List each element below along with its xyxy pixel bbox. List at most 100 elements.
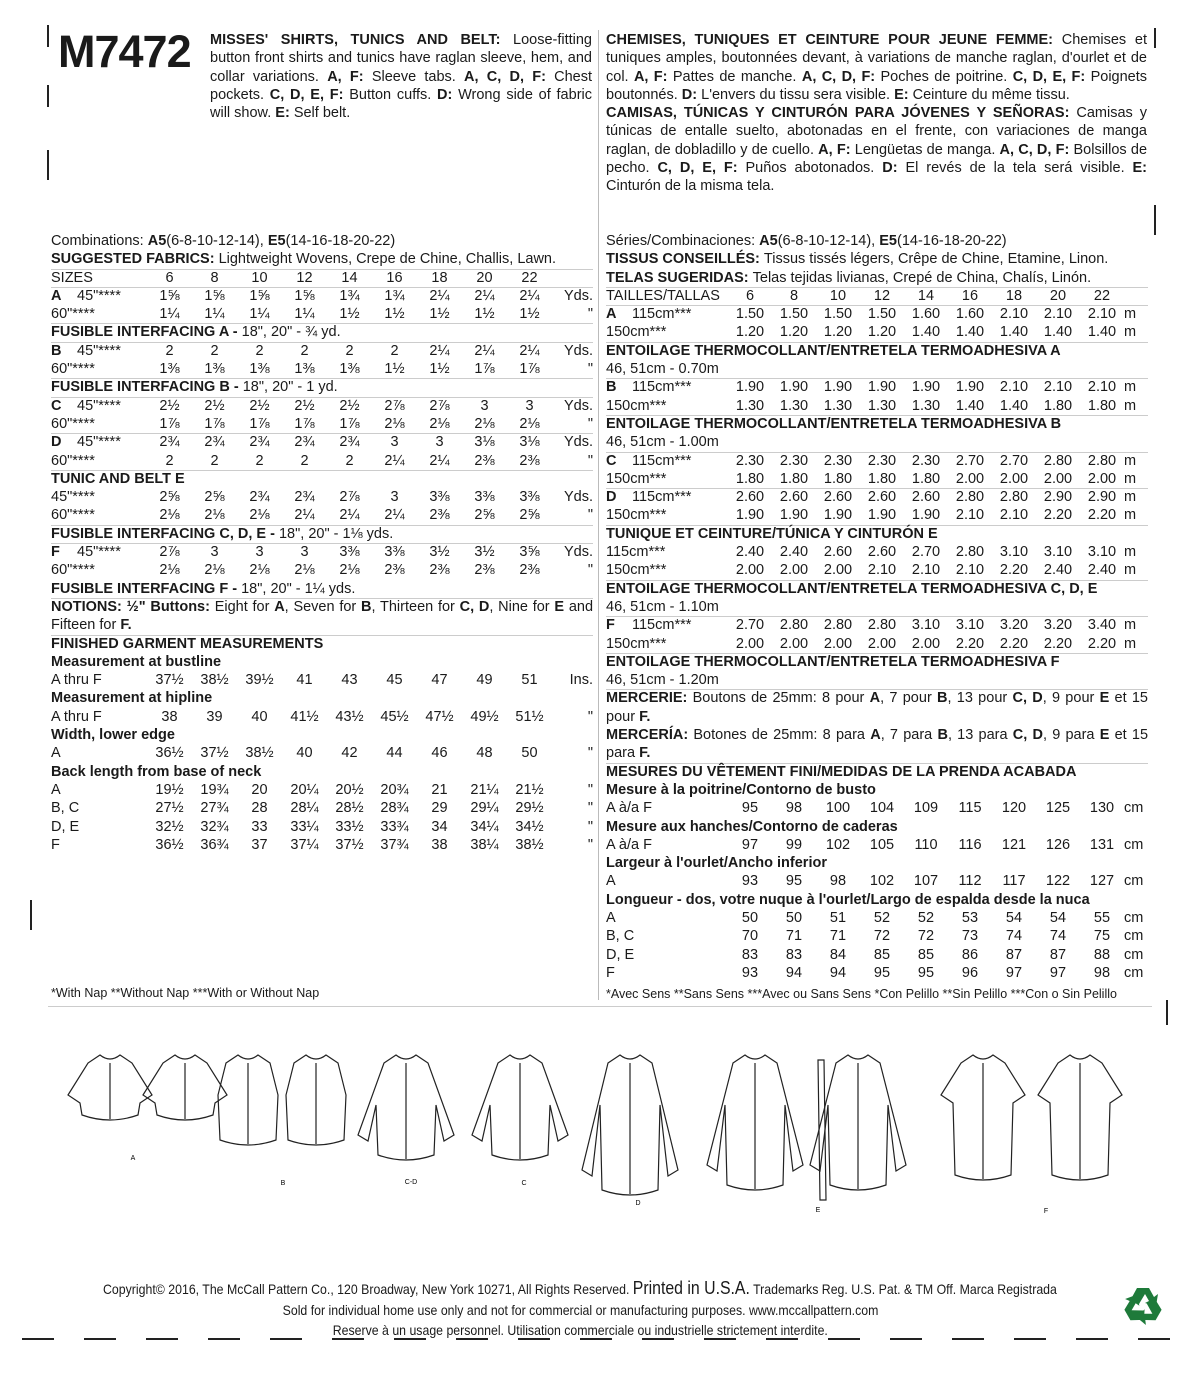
table-cell: 1½: [384, 361, 405, 378]
table-cell: 2⅜: [429, 562, 450, 579]
table-cell: 2⅜: [519, 562, 540, 579]
section-divider: [48, 1006, 1152, 1007]
fabric-width: TAILLES/TALLAS: [606, 287, 720, 304]
unit-label: [1124, 287, 1148, 305]
usage-line-french: Reserve à un usage personnel. Utilisatio…: [0, 1320, 1160, 1340]
table-row: A thru F 37½ 38½ 39½ 41 43 45 47 49 51 Ins.: [51, 671, 593, 689]
table-cell: 29¼: [470, 800, 499, 817]
row-label: B 115cm***: [606, 378, 728, 396]
table-cell: 3: [390, 434, 399, 451]
table-cell: 37¼: [290, 836, 319, 853]
table-cell: 51: [829, 909, 847, 926]
registration-mark: [47, 150, 49, 180]
text-run: Eight for: [214, 598, 275, 615]
table-cell: 93: [741, 964, 759, 981]
registration-mark: [47, 25, 49, 47]
text-run: 18", 20" - 1⅛ yds.: [278, 525, 394, 542]
text-run: Combinations:: [51, 233, 148, 249]
bold-text: FUSIBLE INTERFACING F -: [51, 580, 242, 597]
row-label: F: [606, 964, 728, 982]
row-label: 150cm***: [606, 561, 728, 579]
table-cell: 2.30: [735, 452, 765, 469]
fabric-width: 150cm***: [606, 635, 667, 652]
section-heading: ENTOILAGE THERMOCOLLANT/ENTRETELA TERMOA…: [606, 580, 1148, 598]
table-cell: 2⅞: [339, 489, 360, 506]
table-cell: 2.10: [999, 507, 1029, 524]
fabric-width: 115cm***: [606, 544, 666, 561]
table-cell: 2.20: [1043, 635, 1073, 652]
nap-footnote-english: *With Nap **Without Nap ***With or Witho…: [51, 986, 320, 1000]
table-row: A 45"**** 1⅝ 1⅝ 1⅝ 1⅝ 1¾ 1¾ 2¼ 2¼ 2¼ Yds.: [51, 287, 593, 305]
table-cell: 2⅜: [474, 562, 495, 579]
bold-text: A, F:: [633, 68, 673, 85]
table-cell: 102: [825, 836, 851, 853]
table-cell: 1⅝: [249, 287, 270, 304]
table-cell: 36½: [155, 745, 184, 762]
table-cell: 2½: [339, 397, 360, 414]
fabric-width: 45"****: [77, 397, 121, 414]
text-run: Puños abotonados.: [745, 160, 883, 177]
table-cell: 2.20: [999, 562, 1029, 579]
table-cell: 2⅛: [294, 562, 315, 579]
table-cell: 34: [431, 818, 448, 835]
row-label: B 45"****: [51, 342, 147, 360]
table-row: TAILLES/TALLAS 6 8 10 12 14 16 18 20 22: [606, 287, 1148, 305]
table-row: F 45"**** 2⅞ 3 3 3 3⅜ 3⅜ 3½ 3½ 3⅝ Yds.: [51, 543, 593, 561]
table-row: D 45"**** 2¾ 2¾ 2¾ 2¾ 2¾ 3 3 3⅛ 3⅛ Yds.: [51, 433, 593, 451]
garment-sketch: [217, 1054, 279, 1146]
text-run: , Seven for: [284, 598, 361, 615]
garment-sketch: [142, 1054, 228, 1121]
table-row: 150cm*** 1.20 1.20 1.20 1.20 1.40 1.40 1.40 1.40…: [606, 323, 1148, 341]
text-run: Camisas y túnicas de entalle suelto, abo…: [606, 105, 1147, 158]
unit-label: ": [587, 800, 593, 817]
table-cell: 41½: [290, 708, 319, 725]
table-cell: 1⅞: [159, 415, 180, 432]
table-cell: 2.80: [779, 617, 809, 634]
table-cell: 1.40: [911, 324, 941, 341]
table-cell: 49: [476, 672, 493, 689]
table-cell: 1.90: [911, 507, 941, 524]
row-label: A à/a F: [606, 836, 728, 854]
table-cell: 70: [741, 928, 759, 945]
table-cell: 1.90: [735, 507, 765, 524]
table-cell: 2.80: [1087, 452, 1117, 469]
table-cell: 3: [525, 397, 534, 414]
section-heading: 46, 51cm - 1.20m: [606, 672, 719, 689]
bold-text: F.: [639, 708, 651, 725]
table-cell: 2⅛: [159, 562, 180, 579]
row-label: D, E: [606, 946, 728, 964]
table-cell: 1.50: [823, 306, 853, 323]
table-cell: 1.30: [823, 397, 853, 414]
text-run: (14-16-18-20-22): [896, 233, 1007, 249]
table-cell: 2⅛: [384, 415, 405, 432]
fabric-width: 60"****: [51, 415, 95, 432]
table-cell: 131: [1089, 836, 1115, 853]
table-row: 60"**** 1¼ 1¼ 1¼ 1¼ 1½ 1½ 1½ 1½ 1½ ": [51, 305, 593, 323]
table-cell: 1¼: [204, 306, 225, 323]
table-cell: 1⅞: [519, 361, 540, 378]
table-cell: 33¾: [380, 818, 409, 835]
table-cell: 41: [296, 672, 313, 689]
bold-text: FUSIBLE INTERFACING B -: [51, 379, 243, 396]
table-cell: 3⅜: [339, 544, 360, 561]
table-row: 150cm*** 1.80 1.80 1.80 1.80 1.80 2.00 2.00 2.00…: [606, 470, 1148, 488]
table-cell: 39½: [245, 672, 274, 689]
garment-sketch: [471, 1054, 569, 1161]
text-run: El revés de la tela será visible.: [905, 160, 1133, 177]
row-label: F: [51, 836, 147, 854]
table-cell: 2¼: [294, 507, 315, 524]
table-cell: 2.20: [955, 635, 985, 652]
section-heading: Longueur - dos, votre nuque à l'ourlet/L…: [606, 891, 1090, 908]
table-cell: 1.40: [1043, 324, 1073, 341]
bold-text: E:: [894, 86, 913, 103]
text-run: , 7 para: [880, 727, 938, 744]
table-cell: 33½: [335, 818, 364, 835]
fabric-width: 115cm***: [632, 379, 692, 396]
table-cell: 2.90: [1087, 489, 1117, 506]
bold-text: B: [937, 727, 948, 744]
bold-text: C, D, E, F:: [1012, 68, 1091, 85]
table-cell: 102: [869, 873, 895, 890]
fabric-width: D, E: [51, 818, 80, 835]
section-heading: Back length from base of neck: [51, 763, 262, 780]
table-cell: 2.00: [1043, 470, 1073, 487]
